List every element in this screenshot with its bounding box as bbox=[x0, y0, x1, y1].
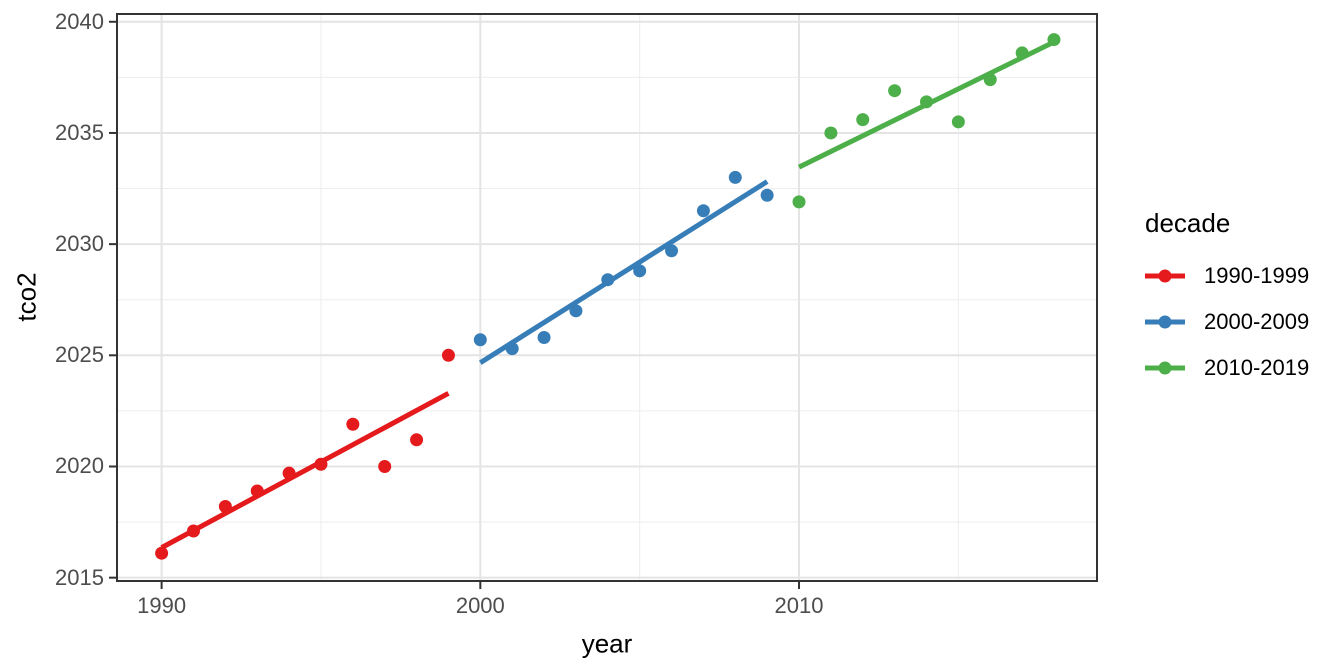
y-tick-label: 2015 bbox=[55, 564, 104, 590]
y-tick-label: 2030 bbox=[55, 231, 104, 257]
legend-key-point bbox=[1158, 315, 1172, 329]
panel-background bbox=[117, 14, 1097, 581]
legend-key-icon bbox=[1145, 269, 1185, 283]
legend-item: 1990-1999 bbox=[1145, 253, 1309, 299]
y-tick-label: 2025 bbox=[55, 342, 104, 368]
data-point bbox=[378, 459, 392, 473]
data-point bbox=[1015, 46, 1029, 60]
legend-item-label: 1990-1999 bbox=[1204, 263, 1310, 288]
legend-key-point bbox=[1158, 269, 1172, 283]
legend: decade 1990-1999 2000-2009 2010-2019 bbox=[1145, 210, 1309, 391]
data-point bbox=[951, 115, 965, 129]
legend-key-icon bbox=[1145, 315, 1185, 329]
data-point bbox=[728, 170, 742, 184]
data-point bbox=[856, 113, 870, 127]
panel-border bbox=[116, 13, 1098, 582]
data-point bbox=[601, 273, 615, 287]
y-tick-label: 2020 bbox=[55, 453, 104, 479]
data-point bbox=[346, 417, 360, 431]
data-point bbox=[569, 304, 583, 318]
legend-items: 1990-1999 2000-2009 2010-2019 bbox=[1145, 253, 1309, 391]
data-point bbox=[505, 342, 519, 356]
data-point bbox=[760, 188, 774, 202]
y-tick-label: 2035 bbox=[55, 119, 104, 145]
x-tick-label: 1990 bbox=[137, 593, 187, 618]
x-axis-title: year bbox=[581, 628, 633, 659]
data-point bbox=[314, 457, 328, 471]
data-point bbox=[1047, 33, 1061, 47]
data-point bbox=[633, 264, 647, 278]
data-point bbox=[888, 84, 902, 98]
data-point bbox=[919, 95, 933, 109]
data-point bbox=[537, 331, 551, 345]
legend-item: 2010-2019 bbox=[1145, 345, 1309, 391]
trend-line-1990-1999 bbox=[160, 391, 450, 550]
legend-title: decade bbox=[1145, 208, 1231, 238]
y-axis-title: tco2 bbox=[11, 272, 42, 322]
data-point bbox=[218, 500, 232, 514]
data-point bbox=[155, 546, 169, 560]
y-tick-label: 2040 bbox=[55, 8, 104, 34]
trend-line-2000-2009 bbox=[478, 179, 769, 365]
data-point bbox=[983, 73, 997, 87]
legend-item-label: 2010-2019 bbox=[1204, 355, 1310, 380]
legend-key-icon bbox=[1145, 361, 1185, 375]
data-point bbox=[792, 195, 806, 209]
data-point bbox=[665, 244, 679, 258]
x-tick-label: 2010 bbox=[774, 593, 824, 618]
data-point bbox=[410, 433, 424, 447]
data-point bbox=[473, 333, 487, 347]
data-point bbox=[186, 524, 200, 538]
legend-key-point bbox=[1158, 361, 1172, 375]
data-point bbox=[282, 466, 296, 480]
legend-item: 2000-2009 bbox=[1145, 299, 1309, 345]
data-point bbox=[250, 484, 264, 498]
x-tick-label: 2000 bbox=[455, 593, 505, 618]
data-point bbox=[441, 348, 455, 362]
legend-item-label: 2000-2009 bbox=[1204, 309, 1310, 334]
data-point bbox=[696, 204, 710, 218]
data-point bbox=[824, 126, 838, 140]
